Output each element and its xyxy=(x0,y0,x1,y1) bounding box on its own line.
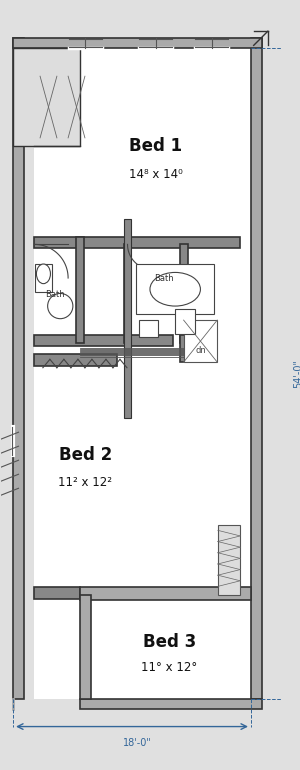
Ellipse shape xyxy=(36,264,50,283)
Bar xyxy=(35,264,52,292)
Bar xyxy=(80,594,91,698)
Bar xyxy=(251,38,262,698)
Bar xyxy=(80,698,262,709)
Circle shape xyxy=(48,293,73,319)
Bar xyxy=(13,38,24,698)
Text: Bed 3: Bed 3 xyxy=(143,634,196,651)
Text: 14⁸ x 14⁰: 14⁸ x 14⁰ xyxy=(129,168,182,181)
Bar xyxy=(218,524,240,594)
Bar xyxy=(13,49,80,146)
Bar xyxy=(34,335,173,346)
Text: 54'-0": 54'-0" xyxy=(293,359,300,388)
Bar xyxy=(34,236,240,248)
Text: dn: dn xyxy=(195,346,206,356)
Bar xyxy=(184,320,217,362)
Bar xyxy=(34,362,251,698)
Text: Bed 1: Bed 1 xyxy=(129,137,182,156)
Bar xyxy=(13,38,262,49)
Bar xyxy=(124,244,131,343)
Bar xyxy=(124,219,131,418)
Bar xyxy=(180,335,188,362)
Bar xyxy=(34,49,251,244)
Bar xyxy=(34,343,251,362)
Bar xyxy=(34,244,251,343)
Bar xyxy=(76,236,84,343)
Bar xyxy=(175,309,195,334)
Bar xyxy=(136,264,214,314)
Bar xyxy=(80,588,251,600)
Text: 11° x 12°: 11° x 12° xyxy=(142,661,198,675)
Text: Bath: Bath xyxy=(154,273,174,283)
Text: 18'-0": 18'-0" xyxy=(123,738,152,748)
Ellipse shape xyxy=(150,273,200,306)
Text: Bed 2: Bed 2 xyxy=(59,446,112,464)
Bar xyxy=(34,354,117,366)
Bar xyxy=(180,244,188,343)
Text: 11² x 12²: 11² x 12² xyxy=(58,476,112,489)
Text: Bath: Bath xyxy=(45,290,64,300)
Bar xyxy=(34,587,80,599)
Bar xyxy=(139,320,158,337)
